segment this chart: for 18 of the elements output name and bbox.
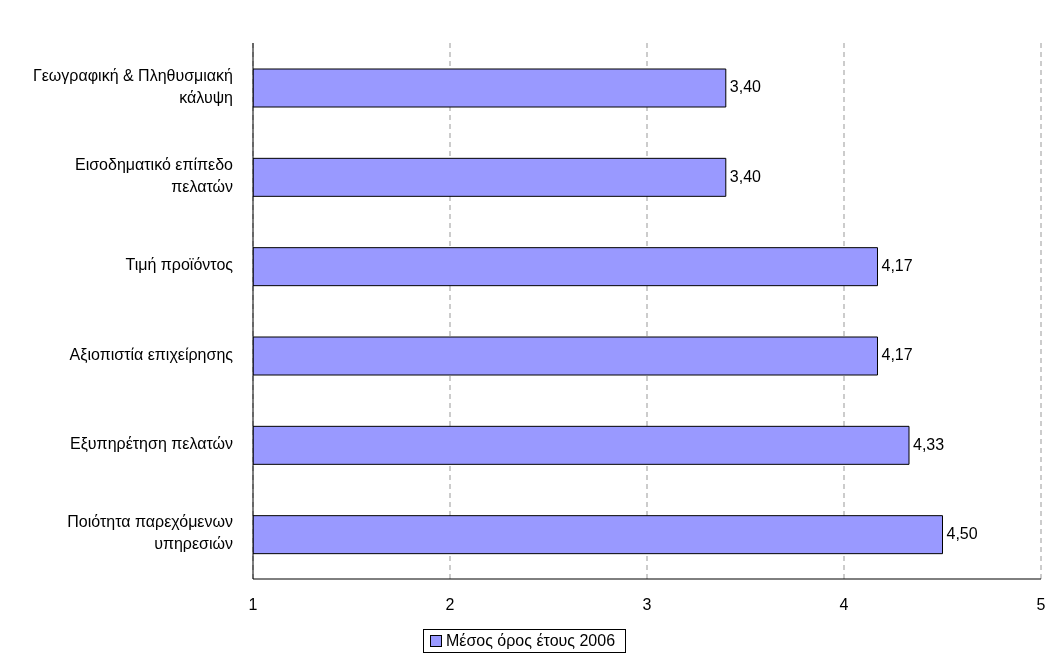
- data-label: 3,40: [729, 78, 762, 96]
- x-tick-label: 5: [1036, 596, 1046, 614]
- y-tick-label: Τιμή προϊόντος: [125, 256, 234, 274]
- data-label: 4,33: [913, 435, 945, 453]
- y-tick-label: Αξιοπιστία επιχείρησης: [69, 345, 234, 364]
- data-label: 4,50: [946, 524, 978, 542]
- y-tick-label: Γεωγραφική & Πληθυσμιακή κάλυψη: [32, 66, 233, 106]
- x-tick-label: 1: [248, 596, 258, 614]
- data-label: 4,17: [881, 346, 913, 364]
- y-tick-label: Ποιότητα παρεχόμενων υπηρεσιών: [67, 513, 233, 553]
- x-tick-label: 2: [445, 596, 455, 614]
- y-tick-label: Εξυπηρέτηση πελατών: [70, 435, 233, 454]
- y-tick-label: Εισοδηματικό επίπεδο πελατών: [75, 156, 234, 196]
- data-label: 3,40: [729, 167, 762, 185]
- data-label: 4,17: [881, 256, 913, 274]
- legend-label: Μέσος όρος έτους 2006: [444, 632, 616, 650]
- x-tick-label: 4: [839, 596, 849, 614]
- x-tick-label: 3: [642, 596, 652, 614]
